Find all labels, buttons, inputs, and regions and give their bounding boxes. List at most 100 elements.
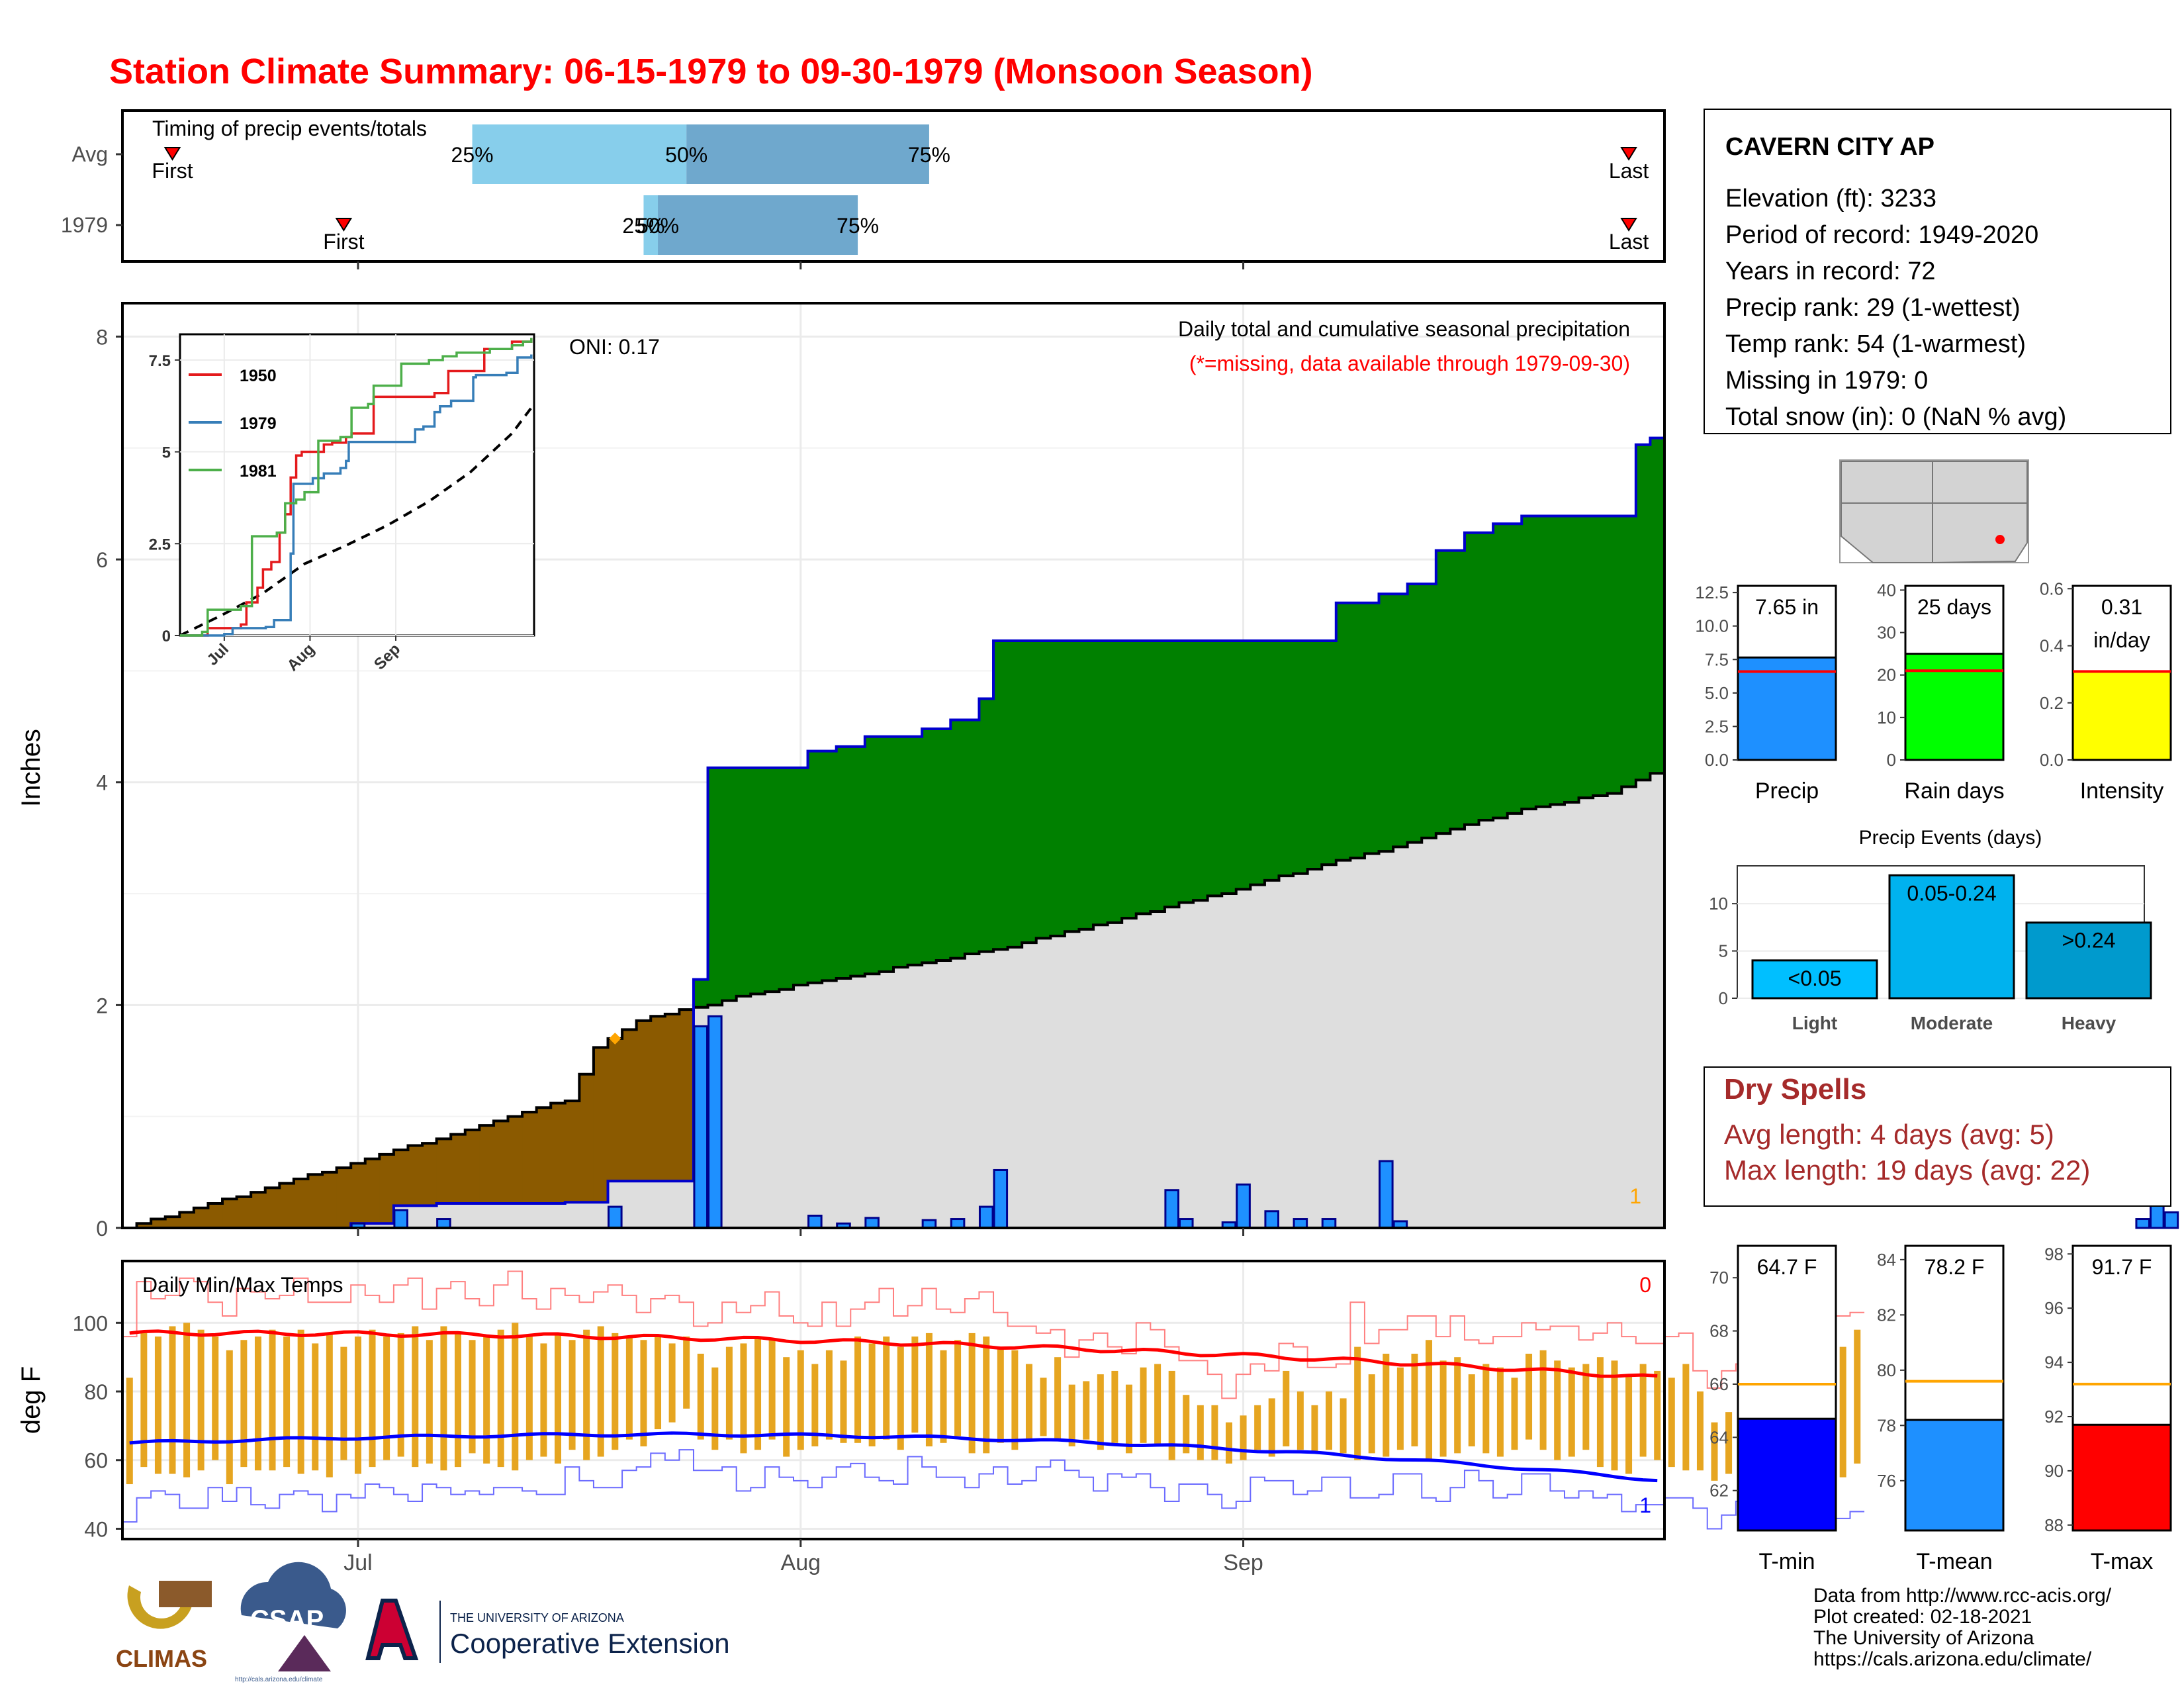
surplus-area-segment: [1635, 444, 1651, 780]
deficit-area-segment: [593, 1047, 609, 1203]
summary-bar-y-tick-label: 30: [1877, 623, 1896, 643]
daily-temp-range-bar: [640, 1340, 647, 1446]
average-max-line: [129, 1329, 1658, 1378]
surplus-area-segment: [1264, 640, 1279, 880]
daily-temp-range-bar: [483, 1336, 490, 1464]
summary-bar-y-tick-label: 80: [1877, 1360, 1896, 1380]
daily-precip-bar: [608, 1205, 623, 1229]
daily-temp-range-bar: [154, 1336, 161, 1474]
timing-q1-bar: [643, 195, 659, 255]
daily-temp-range-bar: [1254, 1405, 1261, 1450]
daily-temp-range-bar: [340, 1346, 347, 1460]
daily-temp-range-bar: [711, 1367, 719, 1450]
summary-bar-y-tick-label: 96: [2044, 1298, 2064, 1318]
timing-p25-label: 25%: [622, 214, 664, 238]
summary-bar-value: 78.2 F: [1925, 1255, 1985, 1279]
deficit-area-segment: [551, 1103, 566, 1203]
dry-spells-title: Dry Spells: [1724, 1073, 1866, 1105]
daily-temp-range-bar: [668, 1343, 676, 1423]
summary-bar-y-tick-label: 88: [2044, 1515, 2064, 1535]
last-event-marker: [1620, 147, 1637, 161]
daily-temp-range-bar: [1596, 1357, 1604, 1468]
daily-temp-range-bar: [140, 1333, 148, 1468]
daily-temp-range-bar: [968, 1333, 976, 1454]
missing-data-marker: [609, 1032, 621, 1045]
surplus-area-segment: [1607, 516, 1622, 794]
surplus-area-segment: [1179, 640, 1194, 903]
summary-bar-y-tick-label: 7.5: [1705, 649, 1729, 669]
inset-legend-label: 1950: [240, 367, 277, 385]
daily-temp-range-bar: [983, 1336, 990, 1454]
summary-bar: [1904, 1419, 2005, 1532]
daily-temp-range-bar: [254, 1336, 261, 1471]
station-info-line: Precip rank: 29 (1-wettest): [1725, 294, 2021, 322]
summary-bar-value: 7.65 in: [1755, 595, 1819, 619]
summary-bar-y-tick-label: 94: [2044, 1352, 2064, 1372]
summary-bar-y-tick-label: 2.5: [1705, 716, 1729, 736]
daily-temp-range-bar: [397, 1333, 404, 1457]
summary-bar: [1737, 656, 1837, 761]
ua-a-mark: [365, 1599, 419, 1660]
station-lines: Elevation (ft): 3233 Period of record: 19…: [1725, 185, 2066, 431]
daily-temp-range-bar: [1396, 1367, 1404, 1450]
deficit-area-segment: [436, 1139, 451, 1203]
summary-bar-value: 25 days: [1917, 595, 1991, 619]
deficit-area-segment: [208, 1203, 223, 1228]
precip-subtitle: (*=missing, data available through 1979-…: [1189, 352, 1630, 375]
daily-temp-range-bar: [1140, 1367, 1147, 1443]
deficit-area-segment: [165, 1217, 180, 1228]
daily-temp-range-bar: [1125, 1384, 1132, 1454]
daily-temp-range-bar: [1468, 1374, 1475, 1446]
daily-temp-range-bar: [725, 1346, 733, 1440]
temperature-panel: 40 60 80 100 Daily Min/Max Temps 0 1 deg F: [17, 1260, 1865, 1541]
surplus-area-segment: [1564, 516, 1580, 803]
surplus-area-segment: [1322, 640, 1337, 865]
summary-bar-label: T-mean: [1916, 1549, 1992, 1574]
inset-y-tick-label: 2.5: [149, 536, 171, 553]
deficit-area-segment: [236, 1196, 251, 1228]
surplus-area-segment: [893, 736, 909, 968]
daily-temp-range-bar: [1496, 1367, 1504, 1457]
cumulative-1979-line: [122, 436, 1664, 1229]
summary-bar-y-tick-label: 5.0: [1705, 683, 1729, 703]
precip-title: Daily total and cumulative seasonal prec…: [1178, 317, 1630, 341]
events-y-tick-label: 0: [1719, 988, 1728, 1008]
daily-precip-bar: [393, 1209, 408, 1229]
events-category-label: Moderate: [1911, 1013, 1993, 1033]
precip-panel: 0 2 4 6 8 Daily total and cumulative seasona…: [17, 302, 2179, 1241]
daily-temp-range-bar: [383, 1336, 390, 1460]
station-info-line: Total snow (in): 0 (NaN % avg): [1725, 403, 2066, 431]
surplus-area-segment: [1550, 516, 1565, 805]
surplus-area-segment: [993, 640, 1009, 950]
daily-temp-range-bar: [925, 1333, 933, 1446]
temperature-frame: [121, 1260, 1666, 1540]
daily-temp-range-bar: [1183, 1395, 1190, 1454]
surplus-area-segment: [936, 728, 951, 961]
events-bar-value: <0.05: [1788, 966, 1842, 990]
deficit-area-segment: [422, 1143, 437, 1206]
daily-temp-range-bar: [525, 1336, 533, 1460]
footer-line: The University of Arizona: [1813, 1627, 2034, 1649]
average-cumulative-line: [122, 772, 1664, 1229]
surplus-area-segment: [822, 751, 837, 981]
daily-temp-range-bar: [1225, 1422, 1232, 1464]
csap-logo: CSAP http://cals.arizona.edu/climate: [235, 1562, 346, 1683]
deficit-area-segment: [379, 1154, 394, 1224]
daily-temp-range-bar: [655, 1336, 662, 1430]
daily-temp-range-bar: [1054, 1357, 1062, 1440]
daily-temp-range-bar: [354, 1336, 361, 1474]
daily-temp-range-bar: [1326, 1391, 1333, 1450]
daily-temp-range-bar: [825, 1350, 833, 1440]
surplus-area-segment: [707, 767, 723, 1006]
dry-spells-frame: [1704, 1066, 2171, 1207]
surplus-area-segment: [922, 728, 937, 963]
temperature-axes: 40 60 80 100: [73, 1311, 122, 1541]
daily-temp-range-bar: [1083, 1381, 1090, 1440]
events-category-label: Light: [1792, 1013, 1837, 1033]
daily-temp-range-bar: [783, 1357, 790, 1457]
summary-bar-y-tick-label: 40: [1877, 580, 1896, 600]
precip-y-tick-label: 0: [96, 1217, 108, 1241]
surplus-area-segment: [1064, 640, 1079, 932]
surplus-area-segment: [1193, 640, 1208, 901]
